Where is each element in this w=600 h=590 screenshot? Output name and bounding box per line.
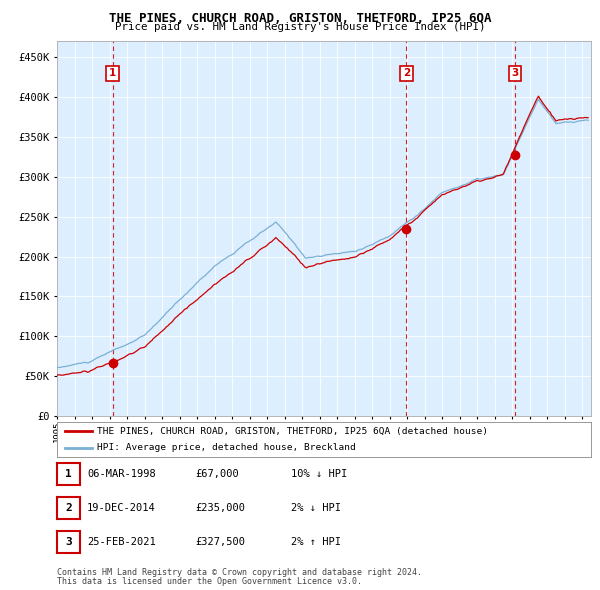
- Text: This data is licensed under the Open Government Licence v3.0.: This data is licensed under the Open Gov…: [57, 578, 362, 586]
- Text: 19-DEC-2014: 19-DEC-2014: [87, 503, 156, 513]
- Text: 3: 3: [511, 68, 518, 78]
- Text: 2: 2: [65, 503, 72, 513]
- Text: 06-MAR-1998: 06-MAR-1998: [87, 469, 156, 478]
- Text: 1: 1: [65, 469, 72, 478]
- Text: 2% ↑ HPI: 2% ↑ HPI: [291, 537, 341, 547]
- Text: 25-FEB-2021: 25-FEB-2021: [87, 537, 156, 547]
- Text: HPI: Average price, detached house, Breckland: HPI: Average price, detached house, Brec…: [97, 443, 356, 452]
- Text: THE PINES, CHURCH ROAD, GRISTON, THETFORD, IP25 6QA: THE PINES, CHURCH ROAD, GRISTON, THETFOR…: [109, 12, 491, 25]
- Text: 2% ↓ HPI: 2% ↓ HPI: [291, 503, 341, 513]
- Text: 10% ↓ HPI: 10% ↓ HPI: [291, 469, 347, 478]
- Text: THE PINES, CHURCH ROAD, GRISTON, THETFORD, IP25 6QA (detached house): THE PINES, CHURCH ROAD, GRISTON, THETFOR…: [97, 427, 488, 436]
- Text: £235,000: £235,000: [195, 503, 245, 513]
- Text: £67,000: £67,000: [195, 469, 239, 478]
- Text: Contains HM Land Registry data © Crown copyright and database right 2024.: Contains HM Land Registry data © Crown c…: [57, 568, 422, 577]
- Text: 2: 2: [403, 68, 410, 78]
- Text: 1: 1: [109, 68, 116, 78]
- Text: 3: 3: [65, 537, 72, 547]
- Text: £327,500: £327,500: [195, 537, 245, 547]
- Text: Price paid vs. HM Land Registry's House Price Index (HPI): Price paid vs. HM Land Registry's House …: [115, 22, 485, 32]
